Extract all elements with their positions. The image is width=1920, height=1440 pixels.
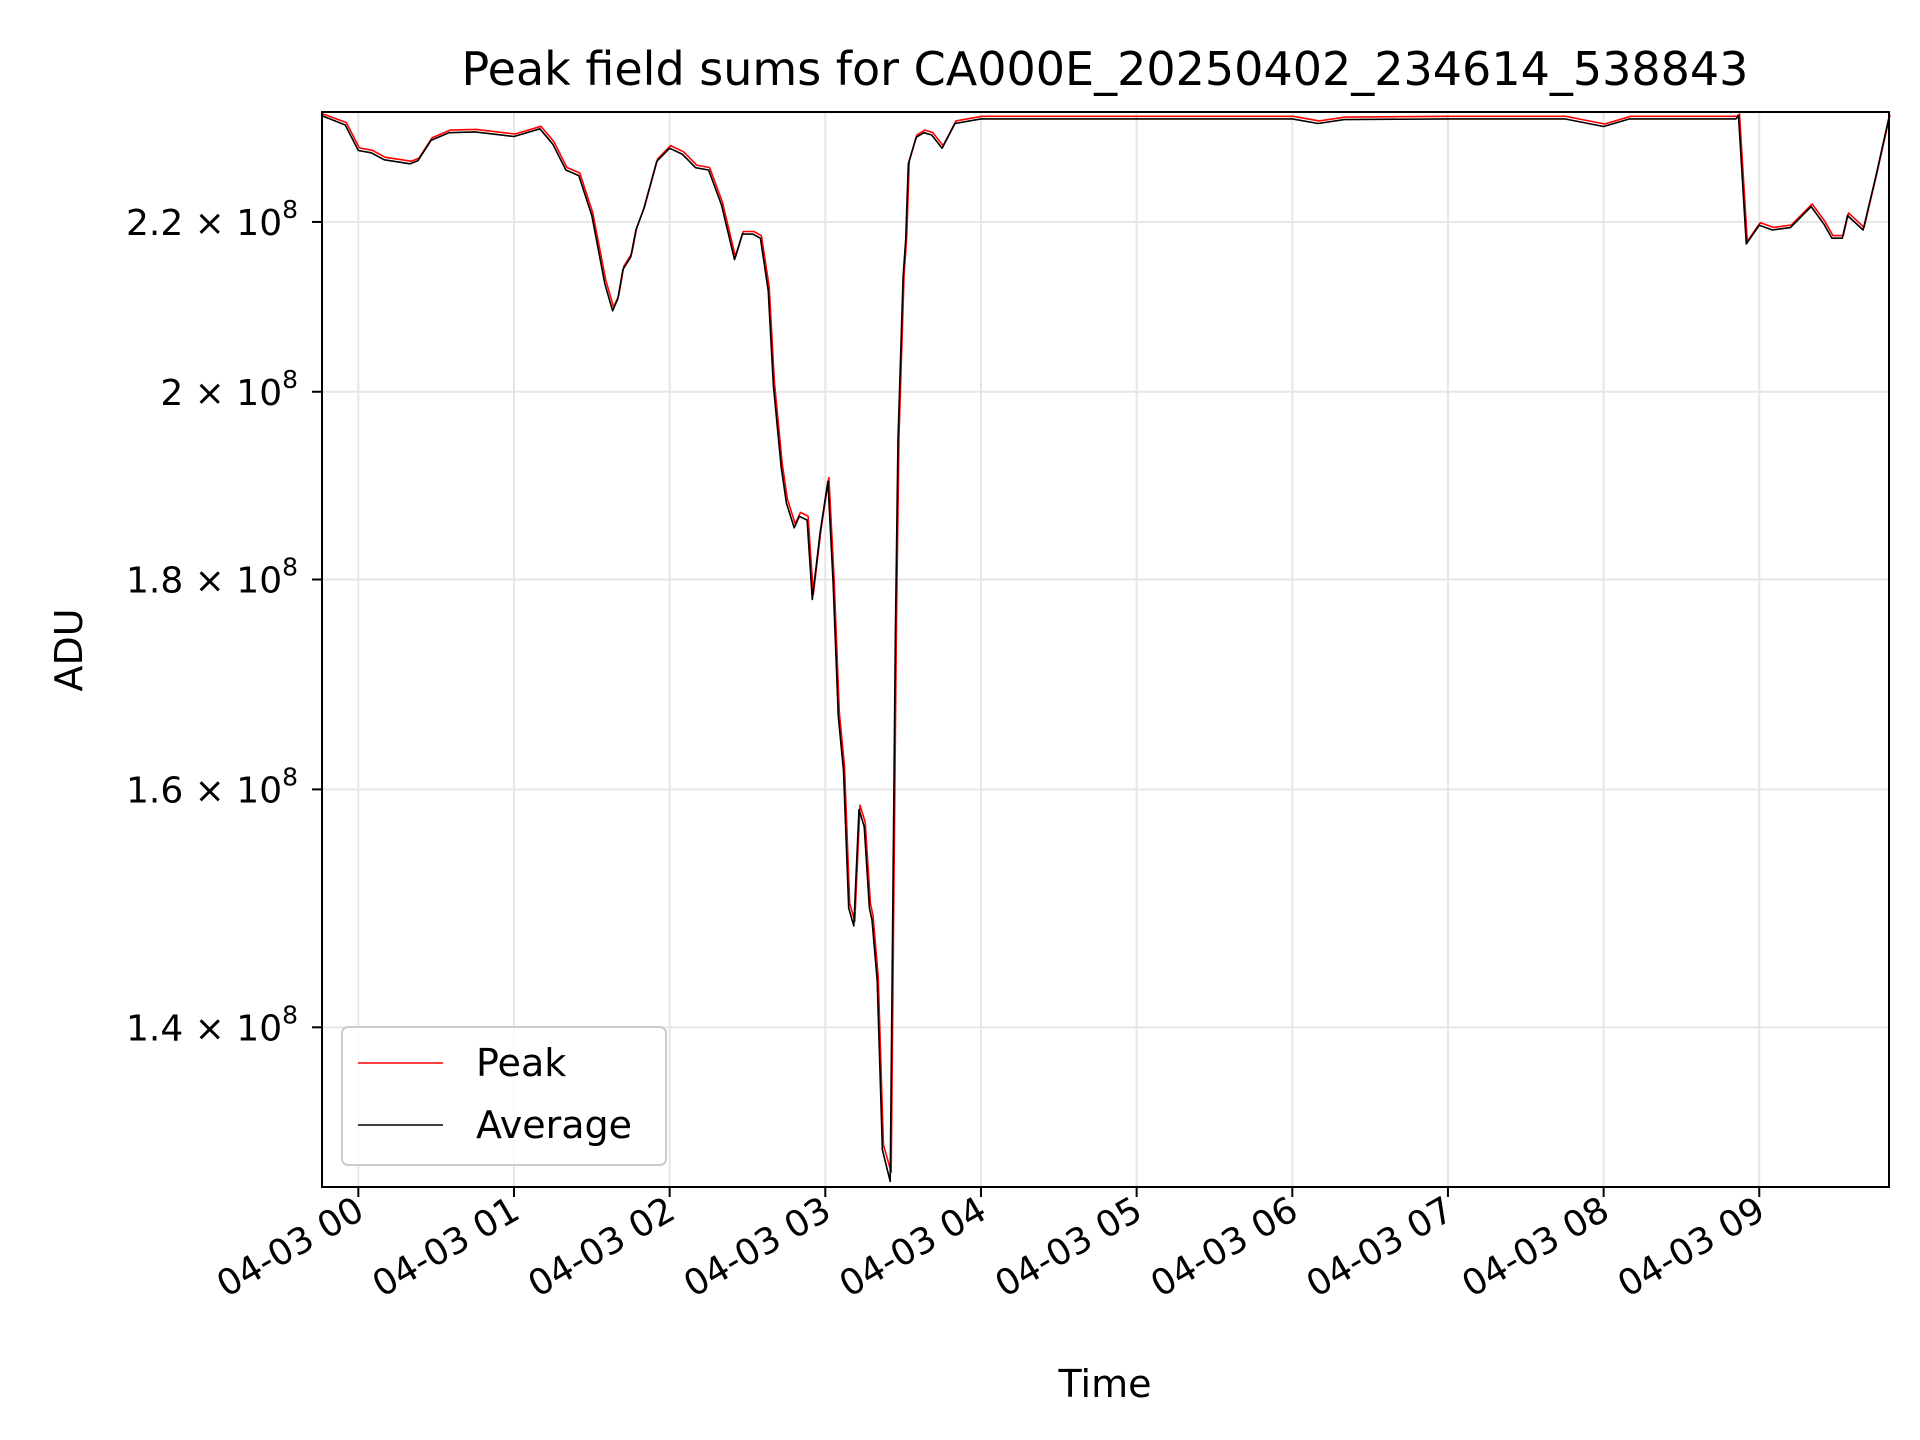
y-tick-times-sign: × 10	[183, 373, 282, 414]
y-tick-exponent: 8	[282, 762, 298, 791]
legend-label-average: Average	[476, 1103, 632, 1147]
plot-frame	[321, 111, 1890, 1188]
legend: Peak Average	[341, 1026, 667, 1166]
y-tick-label: 1.4 × 108	[126, 1000, 298, 1049]
y-tick-times-sign: × 10	[183, 203, 282, 244]
series-line-peak	[322, 113, 1891, 1173]
y-tick-exponent: 8	[282, 365, 298, 394]
y-tick-exponent: 8	[282, 195, 298, 224]
y-tick-mantissa: 1.4	[126, 1008, 183, 1049]
y-tick-mantissa: 1.6	[126, 770, 183, 811]
y-tick-exponent: 8	[282, 1000, 298, 1029]
y-tick-mantissa: 1.8	[126, 561, 183, 602]
series-line-average	[321, 115, 1890, 1183]
legend-label-peak: Peak	[476, 1041, 566, 1085]
y-tick-mantissa: 2.2	[126, 203, 183, 244]
y-axis-label: ADU	[47, 608, 91, 691]
y-tick-times-sign: × 10	[183, 1008, 282, 1049]
y-tick-exponent: 8	[282, 553, 298, 582]
series-layer	[321, 113, 1891, 1183]
y-tick-label: 2 × 108	[160, 365, 298, 414]
y-tick-label: 2.2 × 108	[126, 195, 298, 244]
y-tick-label: 1.8 × 108	[126, 553, 298, 602]
legend-box	[341, 1026, 667, 1166]
y-tick-mantissa: 2	[160, 373, 183, 414]
chart-title: Peak field sums for CA000E_20250402_2346…	[462, 42, 1749, 96]
grid	[322, 112, 1889, 1187]
y-tick-label: 1.6 × 108	[126, 762, 298, 811]
y-tick-times-sign: × 10	[183, 770, 282, 811]
x-axis-label: Time	[1058, 1362, 1152, 1406]
y-tick-times-sign: × 10	[183, 561, 282, 602]
